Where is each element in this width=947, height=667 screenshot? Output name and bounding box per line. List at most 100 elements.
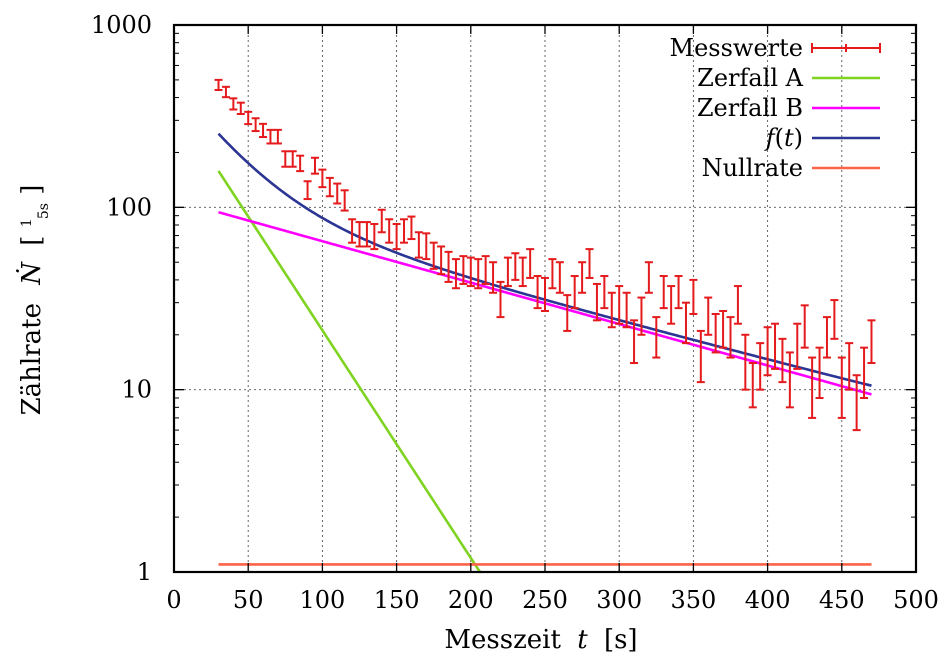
legend-entry: Zerfall B — [697, 94, 880, 122]
svg-text:Zählrate Ṅ [: Zählrate Ṅ [ 1 5s ] — [8, 185, 55, 416]
legend-entry: f(t) — [764, 124, 880, 152]
data-point — [733, 285, 742, 325]
grid-layer — [174, 25, 916, 572]
legend-entry: Zerfall A — [697, 64, 880, 92]
x-tick-label: 0 — [166, 586, 181, 614]
data-point — [696, 329, 705, 384]
data-point — [288, 150, 297, 168]
data-point — [333, 182, 342, 205]
data-point — [860, 346, 869, 400]
legend-label-close: ) — [794, 124, 803, 152]
data-point — [852, 374, 861, 432]
data-point — [377, 208, 386, 234]
data-point — [251, 117, 260, 133]
data-point — [778, 337, 787, 384]
data-point — [236, 101, 245, 115]
data-point — [355, 221, 364, 248]
x-tick-label: 200 — [448, 586, 494, 614]
data-point — [771, 322, 780, 370]
x-tick-label: 350 — [670, 586, 716, 614]
data-point — [741, 333, 750, 391]
x-axis-title-unit: [s] — [604, 625, 638, 655]
data-point — [756, 342, 765, 391]
x-axis-title: Messzeit t [s] — [444, 625, 637, 655]
data-point — [451, 258, 460, 290]
legend-label: f(t) — [764, 124, 803, 152]
data-point — [273, 128, 282, 145]
data-point — [637, 296, 646, 336]
data-point — [533, 275, 542, 310]
data-point — [607, 291, 616, 329]
data-point — [466, 256, 475, 288]
data-point — [800, 304, 809, 349]
y-tick-label: 100 — [106, 193, 152, 221]
data-point — [822, 316, 831, 359]
data-point — [407, 215, 416, 241]
data-point — [414, 231, 423, 259]
y-axis-title-bracket-open: [ — [17, 236, 47, 246]
legend-label: Messwerte — [670, 34, 803, 62]
data-point — [422, 232, 431, 261]
data-point — [570, 275, 579, 310]
data-point — [229, 97, 238, 111]
y-tick-label: 1000 — [91, 11, 152, 39]
data-point — [630, 319, 639, 365]
data-point — [652, 316, 661, 359]
data-point — [318, 168, 327, 189]
legend-label: Nullrate — [702, 154, 803, 182]
data-point — [726, 316, 735, 359]
y-axis-title-unit-den: 5s — [36, 203, 52, 219]
data-point — [785, 351, 794, 409]
data-point — [303, 180, 312, 201]
y-axis-title-text: Zählrate — [17, 303, 47, 415]
data-point — [214, 78, 223, 92]
data-point — [348, 218, 357, 244]
x-axis-title-var: t — [577, 625, 588, 655]
y-axis-title-unit-num: 1 — [19, 218, 35, 227]
data-point — [748, 362, 757, 409]
data-point — [689, 278, 698, 316]
data-point — [503, 256, 512, 288]
data-point — [429, 241, 438, 270]
x-tick-label: 50 — [233, 586, 264, 614]
data-point — [489, 261, 498, 294]
data-point — [600, 275, 609, 310]
data-point — [296, 154, 305, 173]
data-point — [340, 189, 349, 212]
data-point — [548, 258, 557, 290]
data-point — [259, 122, 268, 139]
data-point — [541, 276, 549, 313]
y-tick-label: 10 — [121, 376, 152, 404]
data-point — [400, 218, 409, 244]
data-point — [704, 296, 713, 336]
x-tick-label: 150 — [374, 586, 420, 614]
data-point — [815, 346, 824, 400]
data-point — [266, 128, 275, 145]
data-point — [659, 275, 668, 310]
data-point — [555, 261, 564, 294]
data-point — [674, 275, 683, 310]
data-point — [830, 299, 839, 340]
data-point — [392, 223, 401, 251]
x-tick-label: 300 — [596, 586, 642, 614]
x-tick-label: 450 — [819, 586, 865, 614]
legend-label: Zerfall A — [697, 64, 804, 92]
data-point — [563, 294, 572, 332]
data-point — [578, 261, 587, 294]
data-point — [244, 110, 253, 126]
legend-entry: Nullrate — [702, 154, 880, 182]
x-tick-label: 400 — [745, 586, 791, 614]
y-tick-label: 1 — [137, 558, 152, 586]
data-point — [310, 156, 319, 175]
data-point — [281, 150, 290, 168]
data-point — [793, 322, 802, 370]
data-point — [719, 310, 728, 349]
data-point — [711, 313, 720, 354]
data-point — [370, 223, 379, 251]
data-point — [763, 326, 772, 377]
data-point — [667, 285, 676, 325]
data-point — [496, 280, 505, 319]
data-point — [474, 258, 483, 290]
